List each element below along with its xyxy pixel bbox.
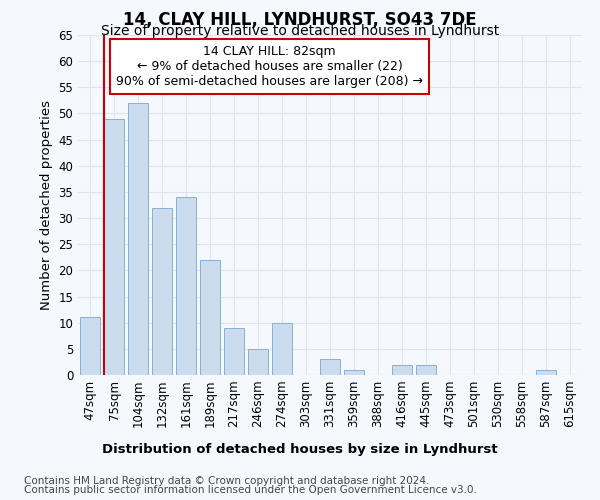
Bar	[200, 260, 220, 375]
Bar	[104, 118, 124, 375]
Bar	[80, 318, 100, 375]
Bar	[392, 364, 412, 375]
Bar	[248, 349, 268, 375]
Bar	[320, 360, 340, 375]
Text: Contains HM Land Registry data © Crown copyright and database right 2024.: Contains HM Land Registry data © Crown c…	[24, 476, 430, 486]
Bar	[272, 322, 292, 375]
Text: 14, CLAY HILL, LYNDHURST, SO43 7DE: 14, CLAY HILL, LYNDHURST, SO43 7DE	[123, 11, 477, 29]
Text: 14 CLAY HILL: 82sqm
← 9% of detached houses are smaller (22)
90% of semi-detache: 14 CLAY HILL: 82sqm ← 9% of detached hou…	[116, 45, 423, 88]
Text: Distribution of detached houses by size in Lyndhurst: Distribution of detached houses by size …	[102, 442, 498, 456]
Text: Size of property relative to detached houses in Lyndhurst: Size of property relative to detached ho…	[101, 24, 499, 38]
Y-axis label: Number of detached properties: Number of detached properties	[40, 100, 53, 310]
Bar	[536, 370, 556, 375]
Bar	[224, 328, 244, 375]
Bar	[416, 364, 436, 375]
Bar	[176, 197, 196, 375]
Text: Contains public sector information licensed under the Open Government Licence v3: Contains public sector information licen…	[24, 485, 477, 495]
Bar	[344, 370, 364, 375]
Bar	[152, 208, 172, 375]
Bar	[128, 103, 148, 375]
